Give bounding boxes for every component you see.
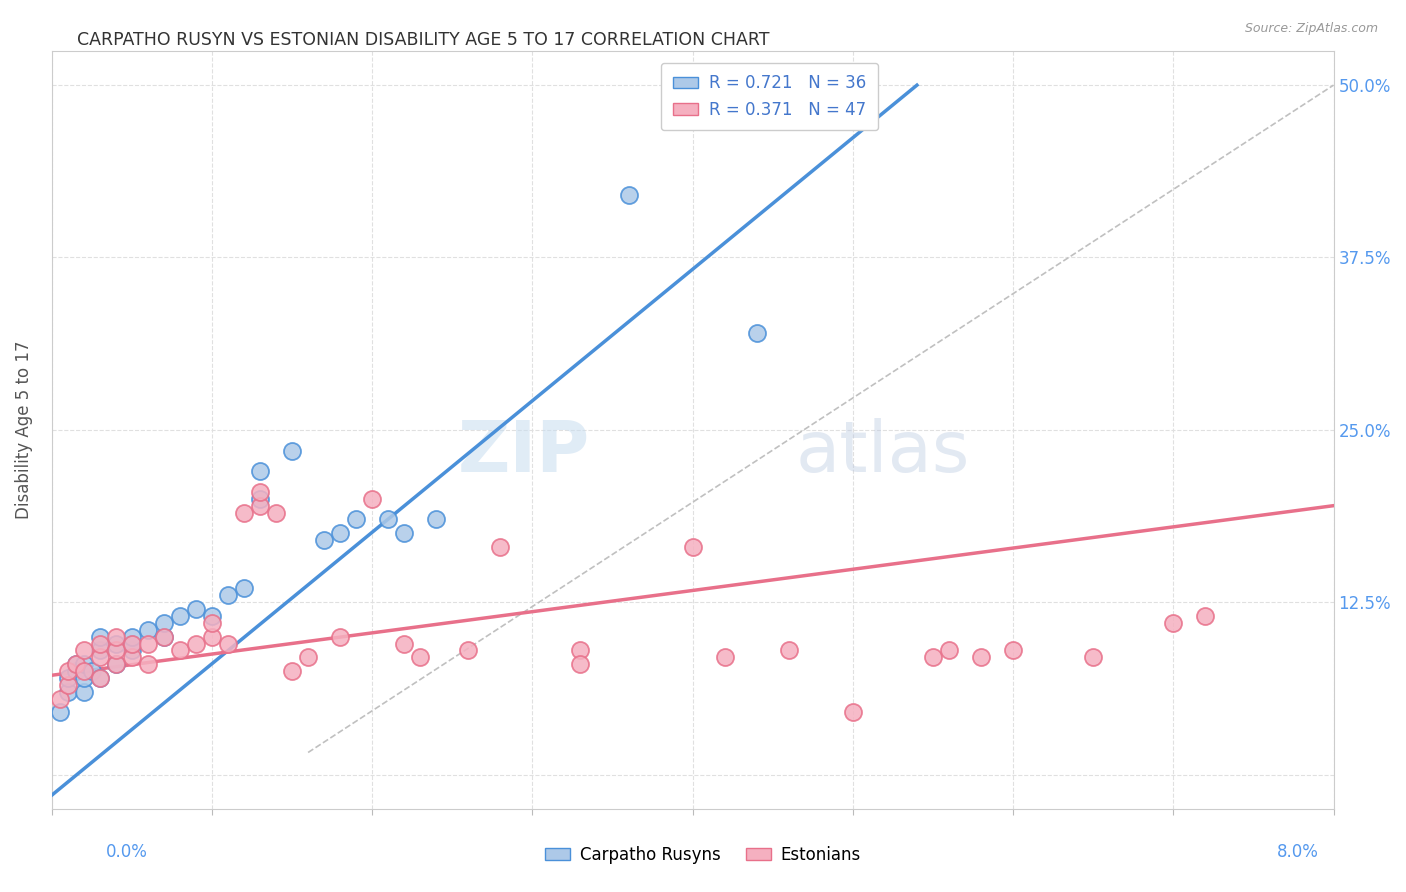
Point xyxy=(1002,643,1025,657)
Point xyxy=(377,512,399,526)
Point xyxy=(153,630,176,644)
Point xyxy=(745,326,768,341)
Y-axis label: Disability Age 5 to 17: Disability Age 5 to 17 xyxy=(15,341,32,519)
Point xyxy=(201,609,224,624)
Point xyxy=(922,650,945,665)
Point xyxy=(233,582,256,596)
Point xyxy=(73,643,96,657)
Point xyxy=(136,657,159,672)
Point xyxy=(65,657,87,672)
Point xyxy=(153,630,176,644)
Point xyxy=(361,491,384,506)
Point xyxy=(970,650,993,665)
Point xyxy=(73,685,96,699)
Point xyxy=(104,657,127,672)
Point xyxy=(329,630,352,644)
Point xyxy=(938,643,960,657)
Point xyxy=(89,671,111,685)
Point xyxy=(121,636,143,650)
Point xyxy=(169,609,191,624)
Text: ZIP: ZIP xyxy=(458,418,591,487)
Legend: Carpatho Rusyns, Estonians: Carpatho Rusyns, Estonians xyxy=(538,839,868,871)
Point xyxy=(56,671,79,685)
Point xyxy=(73,664,96,678)
Point xyxy=(713,650,735,665)
Point xyxy=(1161,615,1184,630)
Point xyxy=(281,664,304,678)
Point xyxy=(394,526,416,541)
Point xyxy=(104,657,127,672)
Text: atlas: atlas xyxy=(796,418,970,487)
Text: 0.0%: 0.0% xyxy=(105,843,148,861)
Point xyxy=(184,636,207,650)
Text: Source: ZipAtlas.com: Source: ZipAtlas.com xyxy=(1244,22,1378,36)
Point xyxy=(89,630,111,644)
Point xyxy=(489,540,512,554)
Point xyxy=(80,664,103,678)
Point xyxy=(249,464,271,478)
Point xyxy=(121,630,143,644)
Point xyxy=(184,602,207,616)
Point xyxy=(569,657,592,672)
Point xyxy=(425,512,447,526)
Point xyxy=(153,615,176,630)
Legend: R = 0.721   N = 36, R = 0.371   N = 47: R = 0.721 N = 36, R = 0.371 N = 47 xyxy=(661,62,879,130)
Point xyxy=(136,623,159,637)
Point xyxy=(409,650,432,665)
Point xyxy=(136,636,159,650)
Point xyxy=(56,678,79,692)
Point xyxy=(65,657,87,672)
Point xyxy=(264,506,287,520)
Point xyxy=(73,671,96,685)
Point xyxy=(121,636,143,650)
Point xyxy=(249,499,271,513)
Point xyxy=(249,484,271,499)
Point xyxy=(394,636,416,650)
Point xyxy=(104,636,127,650)
Point xyxy=(89,636,111,650)
Point xyxy=(1083,650,1105,665)
Point xyxy=(201,630,224,644)
Point xyxy=(56,664,79,678)
Point xyxy=(314,533,336,548)
Point xyxy=(329,526,352,541)
Point xyxy=(617,188,640,202)
Point xyxy=(121,650,143,665)
Point xyxy=(249,491,271,506)
Point xyxy=(569,643,592,657)
Point xyxy=(89,643,111,657)
Point xyxy=(89,671,111,685)
Point xyxy=(297,650,319,665)
Point xyxy=(104,643,127,657)
Point xyxy=(842,706,865,720)
Point xyxy=(1194,609,1216,624)
Point xyxy=(49,706,72,720)
Text: 8.0%: 8.0% xyxy=(1277,843,1319,861)
Point xyxy=(233,506,256,520)
Point xyxy=(89,650,111,665)
Point xyxy=(201,615,224,630)
Point xyxy=(49,691,72,706)
Point xyxy=(169,643,191,657)
Point xyxy=(217,588,239,602)
Point xyxy=(104,630,127,644)
Point xyxy=(56,685,79,699)
Point xyxy=(217,636,239,650)
Point xyxy=(73,657,96,672)
Point xyxy=(281,443,304,458)
Point xyxy=(121,643,143,657)
Point xyxy=(682,540,704,554)
Point xyxy=(344,512,367,526)
Point xyxy=(778,643,800,657)
Point xyxy=(457,643,479,657)
Point xyxy=(65,664,87,678)
Text: CARPATHO RUSYN VS ESTONIAN DISABILITY AGE 5 TO 17 CORRELATION CHART: CARPATHO RUSYN VS ESTONIAN DISABILITY AG… xyxy=(77,31,770,49)
